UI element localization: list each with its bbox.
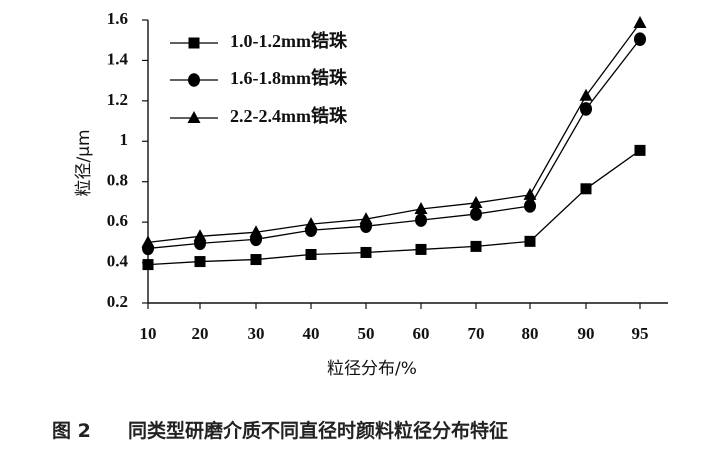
- data-point-square: [194, 256, 206, 268]
- x-tick-label: 10: [140, 324, 157, 343]
- x-tick-label: 60: [413, 324, 430, 343]
- data-point-square: [634, 144, 646, 156]
- data-point-square: [305, 248, 317, 260]
- y-tick-label: 0.4: [107, 251, 129, 270]
- legend-label: 1.6-1.8mm锆珠: [230, 67, 348, 88]
- data-point-triangle: [193, 229, 207, 242]
- data-point-triangle: [579, 88, 593, 101]
- x-tick-label: 30: [248, 324, 265, 343]
- data-point-circle: [470, 207, 482, 221]
- data-point-triangle: [414, 202, 428, 215]
- x-tick-label: 90: [578, 324, 595, 343]
- series-line-triangle: [147, 22, 641, 244]
- data-point-triangle: [304, 217, 318, 230]
- legend-marker-square: [188, 37, 200, 49]
- data-point-triangle: [469, 195, 483, 208]
- data-point-triangle: [141, 235, 155, 248]
- data-point-square: [580, 183, 592, 195]
- legend-marker-circle: [188, 73, 200, 87]
- data-point-triangle: [359, 212, 373, 225]
- data-point-square: [142, 259, 154, 271]
- y-tick-label: 1.4: [107, 49, 129, 68]
- data-point-circle: [415, 213, 427, 227]
- y-tick-label: 0.8: [107, 171, 128, 190]
- y-tick-label: 1: [120, 130, 129, 149]
- data-point-square: [470, 240, 482, 252]
- data-point-triangle: [523, 187, 537, 200]
- y-ticks: 0.2 0.4 0.6 0.8 1 1.2 1.4 1.6: [107, 9, 148, 311]
- series-line-square: [147, 149, 641, 266]
- series-points: [141, 16, 647, 271]
- y-tick-label: 1.6: [107, 9, 128, 28]
- data-point-circle: [580, 102, 592, 116]
- data-point-square: [250, 254, 262, 266]
- x-axis-title: 粒径分布/%: [327, 359, 417, 379]
- data-point-circle: [634, 32, 646, 47]
- data-point-triangle: [633, 16, 647, 29]
- y-axis-title: 粒径/μm: [74, 129, 94, 196]
- y-tick-label: 1.2: [107, 90, 128, 109]
- axes: [147, 20, 668, 304]
- figure-label: 图 2: [52, 420, 91, 442]
- data-point-square: [524, 235, 536, 247]
- legend-label: 1.0-1.2mm锆珠: [230, 30, 348, 51]
- x-tick-label: 80: [522, 324, 539, 343]
- legend-label: 2.2-2.4mm锆珠: [230, 105, 348, 126]
- data-point-square: [415, 243, 427, 255]
- y-tick-label: 0.2: [107, 292, 128, 311]
- series-lines: [147, 22, 641, 266]
- legend-marker-triangle: [187, 111, 201, 123]
- y-tick-label: 0.6: [107, 211, 128, 230]
- x-tick-label: 20: [192, 324, 209, 343]
- data-point-circle: [524, 199, 536, 213]
- x-tick-label: 95: [632, 324, 649, 343]
- figure-caption: 同类型研磨介质不同直径时颜料粒径分布特征: [128, 419, 508, 442]
- series-line-circle: [147, 38, 641, 250]
- data-point-square: [360, 246, 372, 258]
- data-point-triangle: [249, 225, 263, 238]
- x-tick-label: 50: [358, 324, 375, 343]
- legend: 1.0-1.2mm锆珠 1.6-1.8mm锆珠 2.2-2.4mm锆珠: [170, 30, 348, 126]
- x-tick-label: 70: [468, 324, 485, 343]
- x-tick-label: 40: [303, 324, 320, 343]
- x-ticks: 10 20 30 40 50 60 70 80 90 95: [140, 303, 649, 343]
